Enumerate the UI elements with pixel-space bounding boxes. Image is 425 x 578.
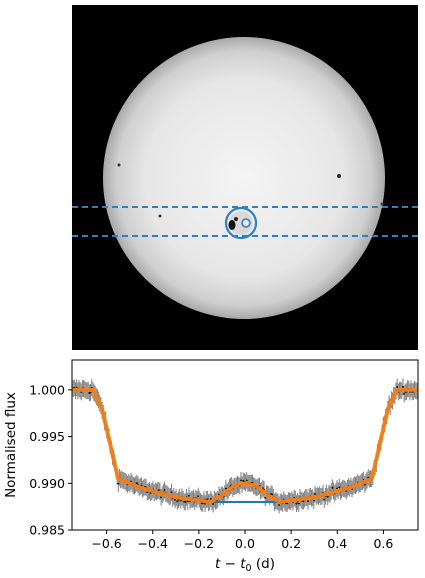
- transiting-planet: [224, 206, 258, 240]
- data-point: [174, 498, 176, 501]
- data-point: [312, 499, 315, 502]
- data-point: [295, 502, 298, 505]
- sunspot: [158, 214, 162, 218]
- error-bars: [72, 378, 418, 514]
- data-point: [176, 500, 179, 503]
- x-tick-label: −0.2: [184, 536, 214, 551]
- data-point: [297, 502, 300, 505]
- data-point: [314, 493, 316, 495]
- data-point: [307, 500, 309, 502]
- data-point: [187, 494, 190, 497]
- data-point: [240, 479, 242, 482]
- data-point: [396, 386, 399, 388]
- data-point: [326, 495, 329, 498]
- light-curve-panel: −0.6 −0.4 −0.2 0.0 0.2 0.4 0.6 0.985 0.990 0.995…: [3, 359, 419, 574]
- sunspot: [380, 202, 384, 206]
- data-point: [89, 391, 92, 394]
- sun-image-panel: [72, 5, 418, 350]
- x-tick-label: 0.0: [235, 536, 255, 551]
- y-tick-label: 0.990: [29, 476, 65, 491]
- data-point: [278, 504, 281, 506]
- data-point: [271, 493, 274, 496]
- data-point: [403, 393, 406, 395]
- plot-frame: [71, 359, 419, 531]
- data-point: [338, 486, 341, 489]
- x-tick-label: −0.6: [91, 536, 121, 551]
- data-point: [184, 501, 187, 503]
- data-point: [363, 483, 366, 486]
- data-point: [323, 498, 326, 501]
- data-point: [336, 487, 338, 490]
- data-point: [212, 503, 215, 505]
- x-axis-label: t − t0 (d): [215, 556, 275, 574]
- y-tick-label: 1.000: [29, 382, 65, 397]
- sunspot: [337, 174, 341, 178]
- x-axis: −0.6 −0.4 −0.2 0.0 0.2 0.4 0.6: [91, 530, 393, 551]
- x-tick-label: 0.6: [373, 536, 393, 551]
- plot-area: [72, 378, 418, 514]
- x-tick-label: 0.2: [281, 536, 301, 551]
- y-axis-label: Normalised flux: [3, 392, 19, 498]
- x-tick-label: 0.4: [327, 536, 347, 551]
- data-point: [135, 482, 138, 484]
- data-point: [402, 386, 404, 388]
- y-tick-label: 0.985: [29, 523, 65, 538]
- data-point: [170, 491, 173, 494]
- x-tick-label: −0.4: [138, 536, 168, 551]
- data-point: [245, 479, 248, 482]
- data-point: [160, 496, 163, 499]
- y-axis: 0.985 0.990 0.995 1.000: [29, 382, 72, 538]
- data-point: [163, 489, 166, 491]
- data-point: [264, 496, 267, 499]
- data-point: [117, 482, 120, 485]
- solar-disk: [103, 37, 385, 319]
- y-tick-label: 0.995: [29, 429, 65, 444]
- spot-model-line: [72, 387, 418, 504]
- data-point: [197, 495, 200, 498]
- sunspot: [117, 163, 121, 167]
- data-point: [331, 486, 334, 489]
- data-point: [225, 487, 227, 490]
